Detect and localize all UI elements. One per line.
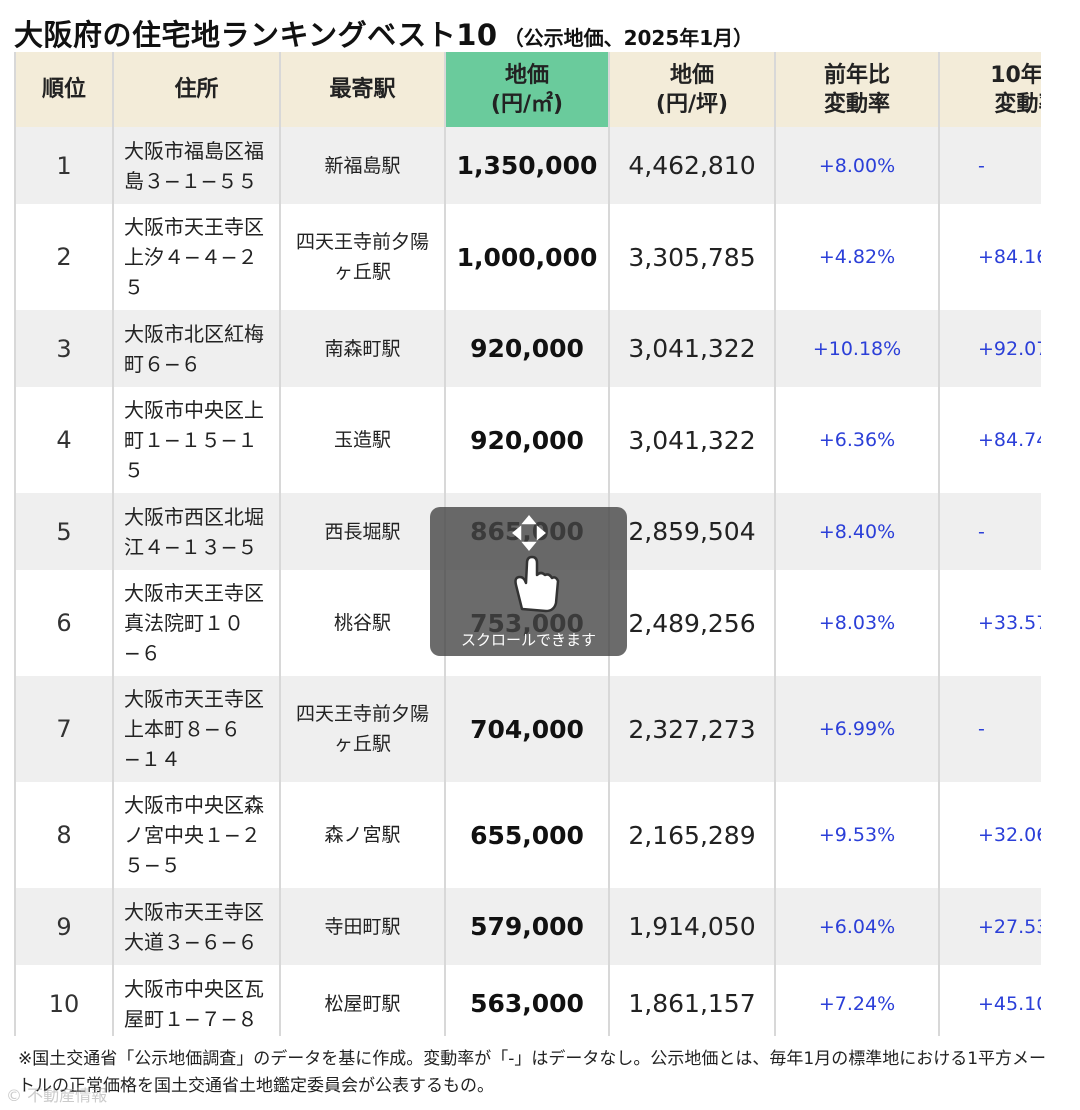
cell-rank: 2: [16, 204, 114, 310]
cell-price-tsubo: 3,305,785: [609, 204, 776, 310]
table-row: 1 大阪市福島区福島３−１−５５ 新福島駅 1,350,000 4,462,810 +8.…: [16, 127, 1041, 204]
cell-rank: 1: [16, 127, 114, 204]
cell-price-sqm: 1,350,000: [445, 127, 610, 204]
header-ten-year: 10年前変動率: [939, 52, 1041, 127]
cell-price-sqm: 704,000: [445, 676, 610, 782]
cell-rank: 4: [16, 387, 114, 493]
cell-ten-year: -: [939, 127, 1041, 204]
cell-price-sqm: 1,000,000: [445, 204, 610, 310]
cell-station: 新福島駅: [280, 127, 446, 204]
cell-address: 大阪市天王寺区大道３−６−６: [113, 888, 281, 965]
cell-address: 大阪市中央区上町１−１５−１５: [113, 387, 281, 493]
cell-price-sqm: 655,000: [445, 782, 610, 888]
page-title: 大阪府の住宅地ランキングベスト10 （公示地価、2025年1月）: [14, 12, 1074, 52]
cell-yoy: +8.40%: [775, 493, 940, 570]
cell-price-tsubo: 2,165,289: [609, 782, 776, 888]
cell-ten-year: -: [939, 493, 1041, 570]
hand-drag-icon: [512, 515, 560, 613]
table-row: 4 大阪市中央区上町１−１５−１５ 玉造駅 920,000 3,041,322 +6.36…: [16, 387, 1041, 493]
cell-price-tsubo: 1,914,050: [609, 888, 776, 965]
cell-station: 桃谷駅: [280, 570, 446, 676]
table-row: 3 大阪市北区紅梅町６−６ 南森町駅 920,000 3,041,322 +10.18% +…: [16, 310, 1041, 387]
cell-address: 大阪市北区紅梅町６−６: [113, 310, 281, 387]
cell-rank: 9: [16, 888, 114, 965]
cell-rank: 8: [16, 782, 114, 888]
cell-price-sqm: 563,000: [445, 965, 610, 1036]
cell-station: 玉造駅: [280, 387, 446, 493]
header-station: 最寄駅: [280, 52, 446, 127]
scroll-hint-label: スクロールできます: [460, 631, 596, 649]
cell-ten-year: +45.10: [939, 965, 1041, 1036]
cell-station: 四天王寺前夕陽ヶ丘駅: [280, 204, 446, 310]
cell-price-tsubo: 3,041,322: [609, 310, 776, 387]
cell-address: 大阪市中央区森ノ宮中央１−２５−５: [113, 782, 281, 888]
cell-price-tsubo: 2,327,273: [609, 676, 776, 782]
cell-ten-year: +32.06: [939, 782, 1041, 888]
cell-price-sqm: 920,000: [445, 310, 610, 387]
cell-yoy: +7.24%: [775, 965, 940, 1036]
cell-rank: 7: [16, 676, 114, 782]
cell-address: 大阪市天王寺区上汐４−４−２５: [113, 204, 281, 310]
cell-station: 四天王寺前夕陽ヶ丘駅: [280, 676, 446, 782]
cell-price-tsubo: 1,861,157: [609, 965, 776, 1036]
cell-yoy: +8.03%: [775, 570, 940, 676]
table-row: 5大阪市西区北堀江４−１３−５西長堀駅865,0002,859,504+8.40…: [16, 493, 1041, 570]
footnote: ※国土交通省「公示地価調査」のデータを基に作成。変動率が「-」はデータなし。公示…: [18, 1049, 1047, 1096]
cell-rank: 3: [16, 310, 114, 387]
cell-price-tsubo: 2,489,256: [609, 570, 776, 676]
cell-ten-year: +27.53: [939, 888, 1041, 965]
cell-station: 森ノ宮駅: [280, 782, 446, 888]
cell-price-sqm: 579,000: [445, 888, 610, 965]
cell-yoy: +9.53%: [775, 782, 940, 888]
cell-address: 大阪市中央区瓦屋町１−７−８: [113, 965, 281, 1036]
cell-station: 南森町駅: [280, 310, 446, 387]
cell-yoy: +10.18%: [775, 310, 940, 387]
header-address: 住所: [113, 52, 281, 127]
table-row: 7 大阪市天王寺区上本町８−６−１４ 四天王寺前夕陽ヶ丘駅 704,000 2,327,…: [16, 676, 1041, 782]
cell-station: 西長堀駅: [280, 493, 446, 570]
table-row: 6大阪市天王寺区真法院町１０−６桃谷駅753,0002,489,256+8.03…: [16, 570, 1041, 676]
cell-yoy: +6.99%: [775, 676, 940, 782]
watermark: © 不動産情報: [6, 1086, 108, 1105]
cell-address: 大阪市天王寺区上本町８−６−１４: [113, 676, 281, 782]
header-rank: 順位: [16, 52, 114, 127]
cell-ten-year: +33.57: [939, 570, 1041, 676]
cell-address: 大阪市福島区福島３−１−５５: [113, 127, 281, 204]
cell-yoy: +6.36%: [775, 387, 940, 493]
cell-ten-year: +84.16: [939, 204, 1041, 310]
cell-address: 大阪市天王寺区真法院町１０−６: [113, 570, 281, 676]
cell-station: 寺田町駅: [280, 888, 446, 965]
cell-price-tsubo: 4,462,810: [609, 127, 776, 204]
table-row: 10 大阪市中央区瓦屋町１−７−８ 松屋町駅 563,000 1,861,157 +7.2…: [16, 965, 1041, 1036]
cell-rank: 10: [16, 965, 114, 1036]
cell-price-tsubo: 3,041,322: [609, 387, 776, 493]
cell-rank: 5: [16, 493, 114, 570]
cell-rank: 6: [16, 570, 114, 676]
cell-address: 大阪市西区北堀江４−１３−５: [113, 493, 281, 570]
cell-price-tsubo: 2,859,504: [609, 493, 776, 570]
cell-ten-year: -: [939, 676, 1041, 782]
cell-ten-year: +84.74: [939, 387, 1041, 493]
table-row: 2 大阪市天王寺区上汐４−４−２５ 四天王寺前夕陽ヶ丘駅 1,000,000 3,305…: [16, 204, 1041, 310]
cell-yoy: +6.04%: [775, 888, 940, 965]
cell-yoy: +8.00%: [775, 127, 940, 204]
header-price-tsubo: 地価 (円/坪): [609, 52, 776, 127]
cell-station: 松屋町駅: [280, 965, 446, 1036]
title-sub: （公示地価、2025年1月）: [503, 26, 754, 50]
scroll-hint-overlay: スクロールできます: [430, 507, 627, 656]
cell-price-sqm: 920,000: [445, 387, 610, 493]
table-row: 9 大阪市天王寺区大道３−６−６ 寺田町駅 579,000 1,914,050 +6.04…: [16, 888, 1041, 965]
cell-yoy: +4.82%: [775, 204, 940, 310]
cell-ten-year: +92.07: [939, 310, 1041, 387]
table-row: 8 大阪市中央区森ノ宮中央１−２５−５ 森ノ宮駅 655,000 2,165,289 +9…: [16, 782, 1041, 888]
title-main: 大阪府の住宅地ランキングベスト10: [14, 18, 498, 52]
header-yoy: 前年比 変動率: [775, 52, 940, 127]
header-price-sqm: 地価 (円/㎡): [445, 52, 610, 127]
